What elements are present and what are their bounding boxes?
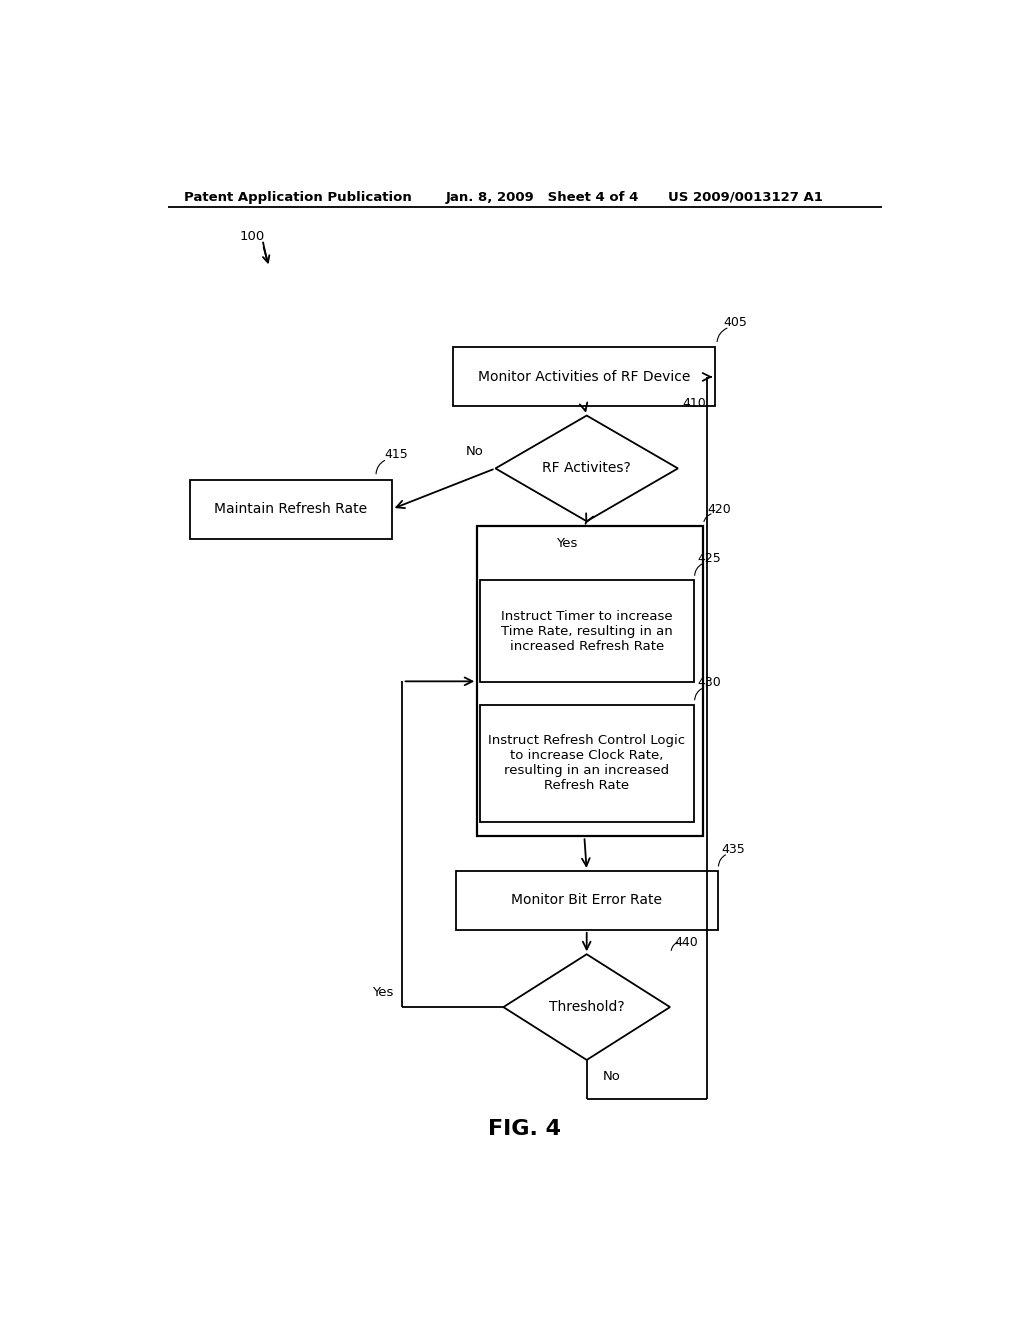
Text: Monitor Activities of RF Device: Monitor Activities of RF Device [478,370,690,384]
Text: US 2009/0013127 A1: US 2009/0013127 A1 [668,190,822,203]
Text: 440: 440 [674,936,697,949]
Polygon shape [504,954,670,1060]
Text: Yes: Yes [373,986,394,999]
FancyBboxPatch shape [456,871,718,929]
Text: 430: 430 [697,676,722,689]
FancyBboxPatch shape [189,479,392,539]
Text: 425: 425 [697,552,722,565]
Text: Yes: Yes [556,536,578,549]
FancyBboxPatch shape [477,527,703,837]
Text: 100: 100 [240,230,264,243]
Text: Monitor Bit Error Rate: Monitor Bit Error Rate [511,894,663,907]
Text: No: No [602,1071,621,1084]
FancyBboxPatch shape [479,705,694,821]
Text: 410: 410 [682,397,706,411]
FancyBboxPatch shape [454,347,715,407]
Text: 435: 435 [722,842,745,855]
Text: Instruct Refresh Control Logic
to increase Clock Rate,
resulting in an increased: Instruct Refresh Control Logic to increa… [488,734,685,792]
Text: Jan. 8, 2009   Sheet 4 of 4: Jan. 8, 2009 Sheet 4 of 4 [445,190,639,203]
Text: 420: 420 [708,503,731,516]
FancyBboxPatch shape [479,581,694,682]
Text: RF Activites?: RF Activites? [543,462,631,475]
Text: FIG. 4: FIG. 4 [488,1119,561,1139]
Text: 415: 415 [384,449,408,461]
Text: 405: 405 [723,317,748,329]
Text: Threshold?: Threshold? [549,1001,625,1014]
Text: Patent Application Publication: Patent Application Publication [183,190,412,203]
Text: No: No [466,445,483,458]
Text: Maintain Refresh Rate: Maintain Refresh Rate [214,502,368,516]
Text: Instruct Timer to increase
Time Rate, resulting in an
increased Refresh Rate: Instruct Timer to increase Time Rate, re… [501,610,673,652]
Polygon shape [496,416,678,521]
